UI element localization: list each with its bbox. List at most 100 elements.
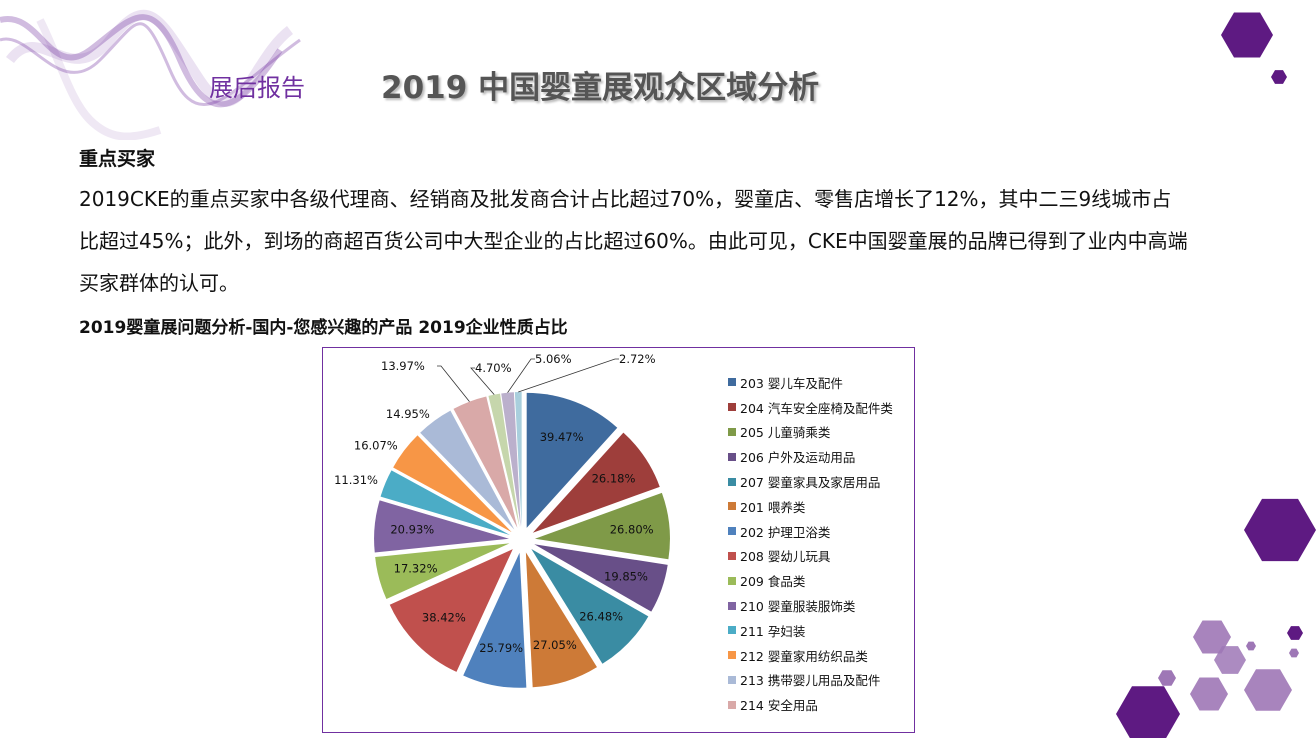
legend-item: 207 婴童家具及家居用品 (728, 469, 893, 494)
slice-label: 27.05% (533, 638, 577, 652)
legend-label: 211 孕妇装 (740, 623, 806, 639)
legend-item: 212 婴童家用纺织品类 (728, 643, 893, 668)
legend-item: 201 喂养类 (728, 494, 893, 519)
legend-swatch (728, 675, 736, 684)
legend-swatch (728, 452, 736, 461)
pie-slice (375, 543, 510, 599)
legend-item: 206 户外及运动用品 (728, 444, 893, 469)
legend-swatch (728, 551, 736, 560)
chart-caption: 2019婴童展问题分析-国内-您感兴趣的产品 2019企业性质占比 (79, 318, 568, 338)
slice-label: 26.18% (592, 472, 636, 486)
legend-label: 207 婴童家具及家居用品 (740, 475, 881, 491)
chart-legend: 203 婴儿车及配件 204 汽车安全座椅及配件类 205 儿童骑乘类 206 户外及… (728, 370, 893, 717)
hexagon-shape (1221, 12, 1273, 58)
legend-swatch (728, 651, 736, 660)
pie-slice (525, 552, 597, 688)
pie-svg: 39.47% 26.18% 26.80% 19.85% 26.48%27.05% 25.7… (334, 352, 670, 688)
leader-line (518, 358, 619, 393)
legend-label: 202 护理卫浴类 (740, 524, 831, 540)
legend-swatch (728, 502, 736, 511)
legend-swatch (728, 477, 736, 486)
legend-swatch (728, 527, 736, 536)
slice-label: 19.85% (604, 569, 648, 583)
legend-item: 211 孕妇装 (728, 618, 893, 643)
pie-slice (534, 544, 668, 612)
legend-label: 205 儿童骑乘类 (740, 425, 831, 441)
pie-slice (488, 393, 520, 528)
slice-label: 17.32% (394, 562, 438, 576)
pie-slice (501, 392, 521, 528)
legend-swatch (728, 576, 736, 585)
pie-slice (420, 410, 515, 530)
pie-slice (532, 432, 660, 533)
hexagon-shape (1246, 641, 1256, 651)
legend-swatch (728, 601, 736, 610)
legend-item: 202 护理卫浴类 (728, 519, 893, 544)
legend-item: 210 婴童服装服饰类 (728, 593, 893, 618)
section-heading: 重点买家 (79, 148, 156, 170)
legend-item: 208 婴幼儿玩具 (728, 544, 893, 569)
hexagon-shape (1244, 498, 1316, 562)
pie-slice (453, 396, 518, 528)
legend-label: 208 婴幼儿玩具 (740, 549, 831, 565)
legend-swatch (728, 700, 736, 709)
hexagon-shape (1193, 620, 1231, 654)
legend-label: 209 食品类 (740, 574, 806, 590)
pie-chart: 39.47% 26.18% 26.80% 19.85% 26.48% 27.05% 25.7… (322, 347, 915, 733)
pie-slice (534, 492, 670, 560)
pie-slice (393, 435, 512, 533)
hexagon-shape (1116, 686, 1180, 738)
legend-label: 214 安全用品 (740, 698, 818, 714)
leader-line (507, 358, 535, 393)
pie-slice (526, 392, 618, 528)
pie-slice (374, 500, 510, 553)
legend-swatch (728, 378, 736, 387)
slice-label: 5.06% (535, 352, 572, 366)
hexagon-shape (1214, 646, 1246, 674)
slice-label: 25.79% (479, 641, 523, 655)
legend-item: 214 安全用品 (728, 692, 893, 717)
legend-item: 205 儿童骑乘类 (728, 420, 893, 445)
slice-label: 26.48% (579, 610, 623, 624)
pie-slice (389, 549, 513, 672)
slice-label: 16.07% (354, 439, 398, 453)
hexagon-shape (1158, 670, 1176, 686)
slice-label: 26.80% (610, 522, 654, 536)
pie-slice (463, 552, 527, 688)
slice-label: 38.42% (422, 611, 466, 625)
legend-swatch (728, 626, 736, 635)
legend-label: 206 户外及运动用品 (740, 450, 856, 466)
legend-label: 201 喂养类 (740, 499, 806, 515)
slice-label: 39.47% (540, 430, 584, 444)
leader-line (437, 365, 470, 402)
legend-item: 213 携带婴儿用品及配件 (728, 668, 893, 693)
slice-label: 2.72% (619, 352, 656, 366)
leader-line (470, 367, 495, 395)
section-tag: 展后报告 (209, 74, 305, 102)
slice-label: 20.93% (390, 523, 434, 537)
slice-label: 4.70% (475, 361, 512, 375)
legend-label: 212 婴童家用纺织品类 (740, 648, 868, 664)
hexagon-shape (1271, 70, 1287, 84)
legend-label: 203 婴儿车及配件 (740, 375, 843, 391)
section-paragraph: 2019CKE的重点买家中各级代理商、经销商及批发商合计占比超过70%，婴童店、… (79, 187, 1188, 295)
legend-swatch (728, 403, 736, 412)
wave-decoration (0, 9, 301, 140)
legend-item: 203 婴儿车及配件 (728, 370, 893, 395)
legend-item: 204 汽车安全座椅及配件类 (728, 395, 893, 420)
hexagon-shape (1289, 648, 1299, 658)
pie-slice (380, 470, 510, 536)
hexagon-shape (1287, 626, 1303, 640)
legend-label: 213 携带婴儿用品及配件 (740, 673, 881, 689)
page-title: 2019 中国婴童展观众区域分析 (381, 70, 820, 106)
hexagon-shape (1244, 669, 1292, 711)
legend-item: 209 食品类 (728, 568, 893, 593)
slice-label: 14.95% (386, 407, 430, 421)
hexagon-shape (1190, 677, 1228, 711)
legend-label: 204 汽车安全座椅及配件类 (740, 400, 893, 416)
slice-label: 13.97% (381, 359, 425, 373)
slice-label: 11.31% (334, 473, 378, 487)
pie-slice (514, 392, 522, 528)
legend-label: 210 婴童服装服饰类 (740, 599, 856, 615)
pie-slice (531, 549, 649, 664)
